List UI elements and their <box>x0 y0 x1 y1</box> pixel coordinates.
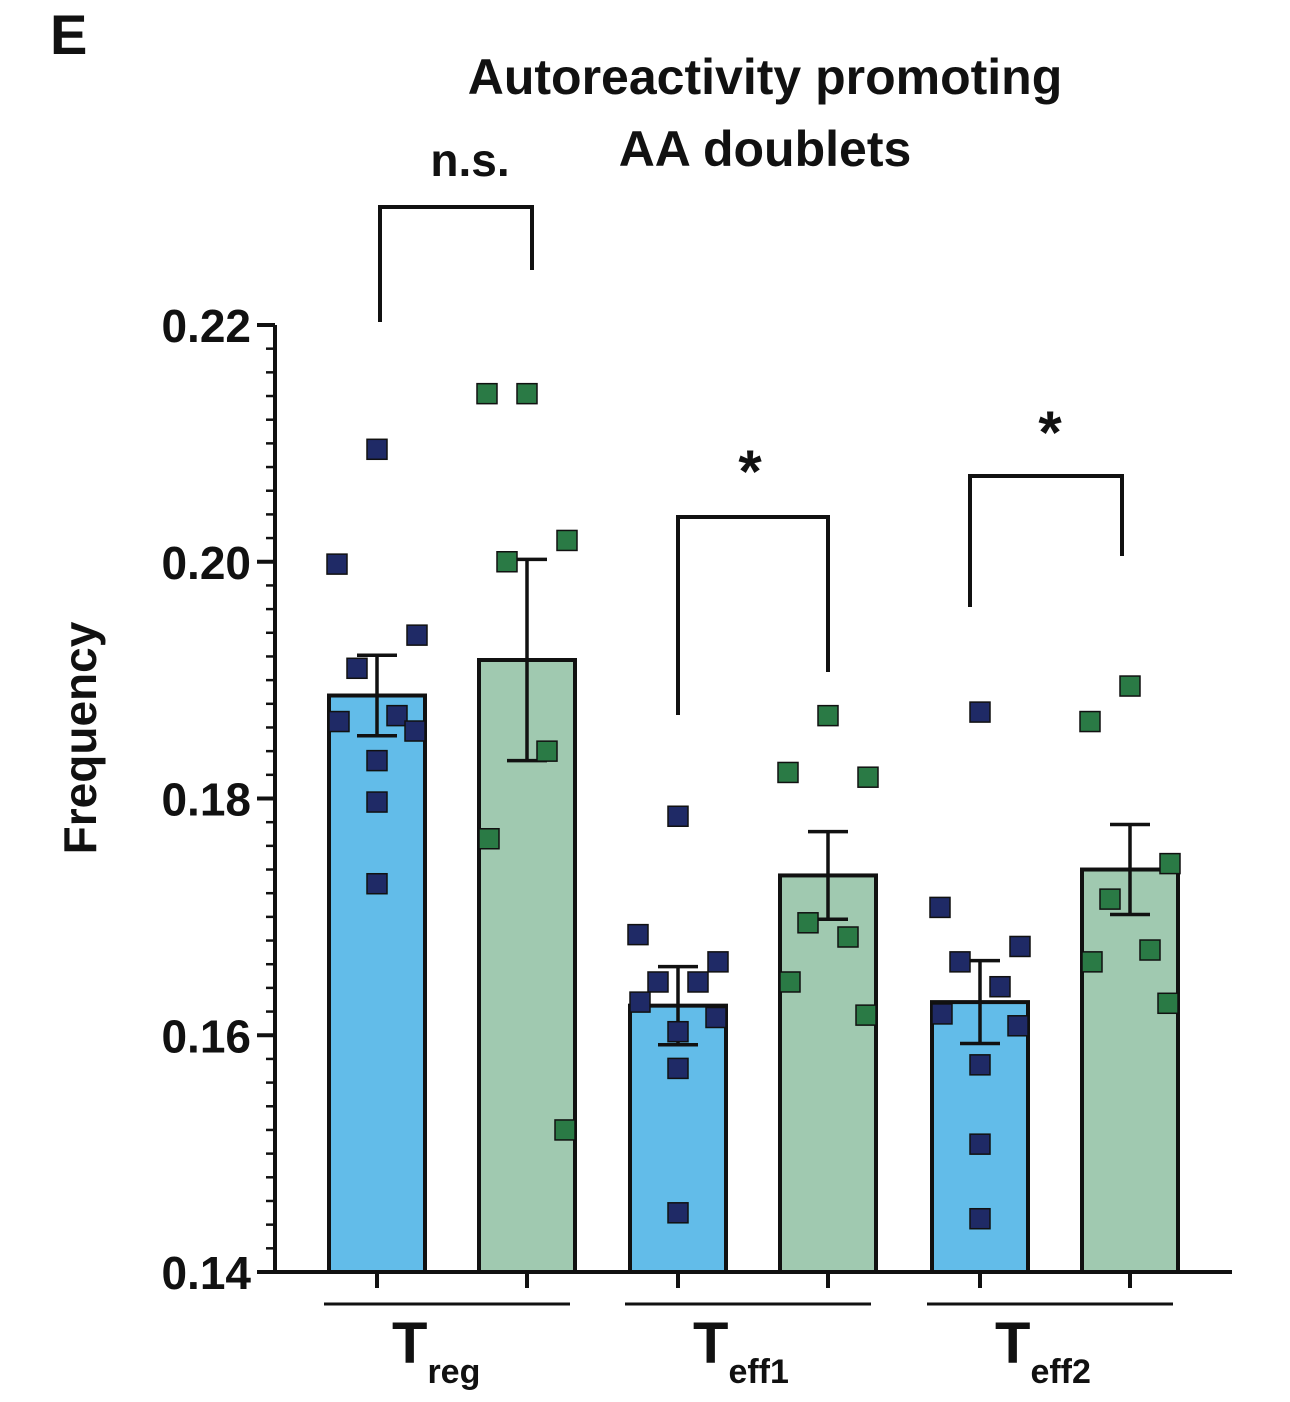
data-point <box>406 624 428 646</box>
data-point <box>929 896 951 919</box>
data-point <box>1157 992 1179 1015</box>
data-point <box>366 749 388 772</box>
data-point <box>1119 675 1141 697</box>
data-point <box>989 975 1011 998</box>
data-point <box>777 761 799 784</box>
chart-title-line-2: AA doublets <box>618 121 912 177</box>
data-point <box>667 1202 689 1224</box>
bar <box>327 693 427 1274</box>
y-tick-label: 0.16 <box>161 1010 251 1062</box>
data-point <box>705 1006 727 1029</box>
data-point <box>779 971 801 993</box>
significance-label: n.s. <box>430 134 509 186</box>
data-point <box>516 382 538 405</box>
significance-bracket <box>378 205 534 322</box>
bar <box>778 873 878 1274</box>
data-point <box>556 529 578 552</box>
data-point <box>817 704 839 727</box>
data-point <box>837 926 859 948</box>
data-point <box>857 766 879 788</box>
data-point <box>1081 951 1103 973</box>
y-tick-label: 0.14 <box>161 1247 251 1299</box>
data-point <box>707 951 729 973</box>
data-point <box>476 382 498 405</box>
data-point <box>496 551 518 573</box>
y-tick-label: 0.18 <box>161 774 251 826</box>
data-point <box>855 1004 877 1026</box>
data-point <box>949 951 971 973</box>
group-label: Treg <box>392 1311 480 1391</box>
data-point <box>969 1133 991 1155</box>
panel-label: E <box>50 3 88 66</box>
y-tick-label: 0.20 <box>161 537 251 589</box>
data-point <box>478 827 500 850</box>
y-tick-label: 0.22 <box>161 300 251 352</box>
data-point <box>667 1057 689 1080</box>
data-point <box>969 1054 991 1076</box>
data-point <box>1099 888 1121 910</box>
data-point <box>797 912 819 934</box>
data-point <box>366 791 388 813</box>
bar <box>1080 867 1180 1275</box>
data-point <box>931 1003 953 1025</box>
group-label: Teff2 <box>995 1311 1091 1391</box>
data-point <box>627 923 649 946</box>
data-point <box>366 872 388 895</box>
data-point <box>969 1207 991 1230</box>
significance-bracket <box>968 474 1124 607</box>
data-point <box>554 1119 576 1141</box>
significance-label: * <box>738 438 762 505</box>
data-point <box>1009 935 1031 958</box>
data-point <box>1159 852 1181 875</box>
data-point <box>1079 710 1101 733</box>
data-point <box>366 438 388 461</box>
data-point <box>687 971 709 993</box>
group-label: Teff1 <box>693 1311 789 1391</box>
data-point <box>667 805 689 828</box>
bar <box>628 1003 728 1274</box>
data-point <box>1007 1015 1029 1037</box>
data-point <box>647 971 669 993</box>
data-point <box>386 704 408 727</box>
data-point <box>629 991 651 1013</box>
data-point <box>1139 939 1161 961</box>
chart-title-line-1: Autoreactivity promoting <box>467 49 1063 105</box>
data-point <box>328 710 350 733</box>
data-point <box>326 553 348 575</box>
data-point <box>404 720 426 742</box>
data-point <box>667 1020 689 1043</box>
y-axis-label: Frequency <box>54 621 106 854</box>
significance-label: * <box>1038 399 1062 466</box>
data-point <box>536 740 558 762</box>
data-point <box>969 701 991 723</box>
significance-bracket <box>676 515 830 715</box>
data-point <box>346 657 368 680</box>
